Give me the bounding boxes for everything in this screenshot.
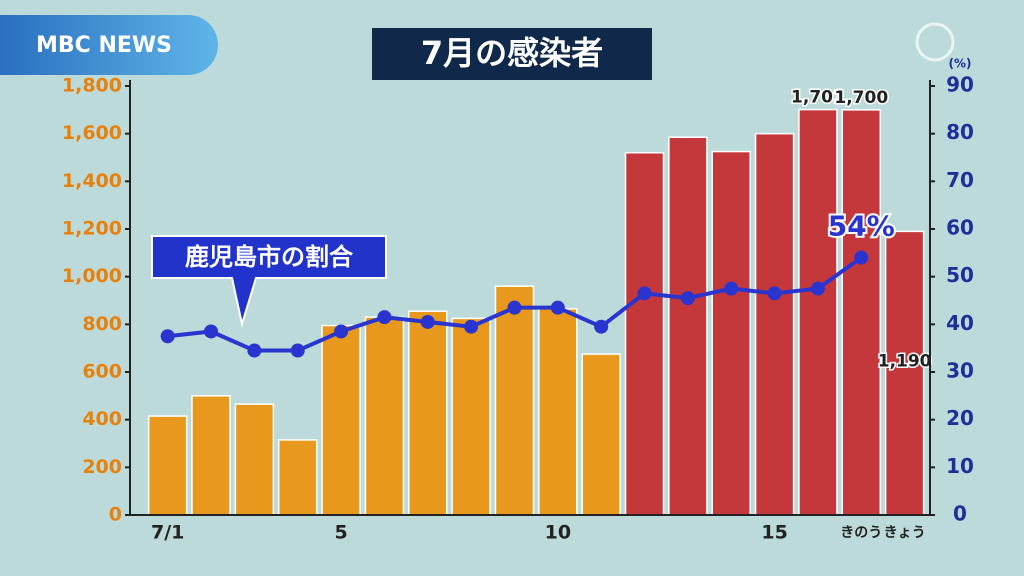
line-point (290, 343, 305, 358)
y2-tick-label: 10 (946, 454, 974, 478)
bar (538, 308, 578, 516)
bar-value-label: 1,190 (878, 351, 932, 371)
line-point (334, 324, 349, 339)
line-point (204, 324, 219, 339)
x-tick-label: 7/1 (151, 522, 184, 544)
bar (234, 403, 275, 516)
x-tick-label: 15 (761, 522, 787, 544)
bar (668, 136, 708, 516)
line-point (767, 286, 782, 301)
bar (191, 395, 231, 516)
x-tick-label: きのう (840, 525, 882, 541)
y-tick-label: 1,200 (62, 218, 122, 240)
y-tick-label: 600 (82, 361, 122, 383)
y-tick-label: 1,600 (62, 122, 122, 144)
line-point (810, 281, 825, 296)
bar (321, 324, 361, 516)
y-tick-label: 0 (109, 504, 122, 526)
y2-tick-label: 20 (946, 406, 974, 430)
y2-tick-label: 60 (946, 216, 974, 240)
channel-logo (915, 22, 955, 62)
bar (277, 439, 318, 516)
line-point (160, 329, 175, 344)
bar (451, 317, 491, 516)
line-point (247, 343, 262, 358)
y-tick-label: 200 (82, 456, 122, 478)
bar (798, 108, 838, 516)
y-tick-label: 1,800 (62, 75, 122, 97)
line-value-label: 54% (828, 210, 895, 243)
line-point (594, 319, 609, 334)
line-point (637, 286, 652, 301)
bar-value-label: 1,701 (791, 88, 845, 108)
bar (884, 230, 925, 516)
bar (841, 109, 882, 516)
y-tick-label: 800 (82, 313, 122, 335)
line-point (724, 281, 739, 296)
line-point (854, 250, 869, 265)
line-point (507, 300, 522, 315)
bar (711, 150, 751, 516)
line-point (464, 319, 479, 334)
logo-badge (0, 15, 218, 75)
legend-label: 鹿児島市の割合 (185, 243, 354, 271)
bar (147, 415, 188, 516)
x-tick-label: 5 (334, 522, 347, 544)
y2-tick-label: 90 (946, 73, 974, 97)
y-tick-label: 1,400 (62, 170, 122, 192)
bar (364, 316, 405, 516)
y2-tick-label: 70 (946, 168, 974, 192)
y2-tick-label: 0 (953, 502, 967, 526)
y2-tick-label: 50 (946, 263, 974, 287)
bar (408, 310, 448, 516)
chart-title: 7月の感染者 (421, 34, 603, 72)
logo: MBC NEWS (36, 33, 172, 58)
y2-tick-label: 80 (946, 120, 974, 144)
y-tick-label: 400 (82, 408, 122, 430)
line-point (550, 300, 565, 315)
callout-box (151, 235, 387, 328)
bar (624, 151, 665, 516)
y2-axis-label: (%) (949, 57, 972, 71)
plot: 0 200 400 600 800 1,000 1,200 1,400 1,600 1,800 0 1… (62, 57, 974, 544)
title-box (372, 28, 652, 80)
y2-tick-label: 40 (946, 311, 974, 335)
y2-tick-label: 30 (946, 359, 974, 383)
bar (754, 132, 795, 516)
x-tick-label: きょう (884, 525, 926, 541)
line-point (377, 310, 392, 325)
x-tick-label: 10 (545, 522, 571, 544)
y-tick-label: 1,000 (62, 265, 122, 287)
bar (494, 285, 535, 516)
bar-value-label: 1,700 (834, 88, 888, 108)
line-point (680, 291, 695, 306)
line-point (420, 314, 435, 329)
bar (581, 353, 621, 516)
